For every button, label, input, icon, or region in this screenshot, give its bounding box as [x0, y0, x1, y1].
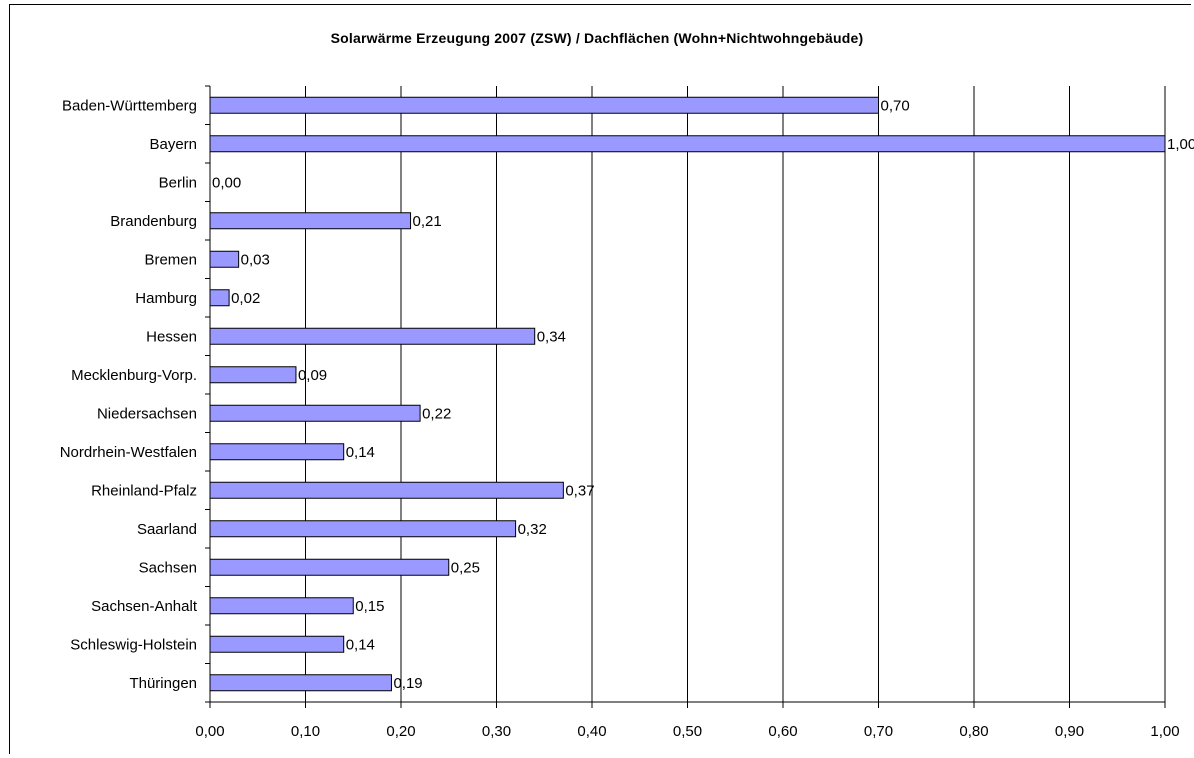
- chart-frame: [9, 4, 1191, 754]
- x-tick-label: 0,80: [959, 723, 988, 740]
- category-label: Brandenburg: [110, 213, 197, 230]
- bar: [209, 597, 354, 615]
- category-label: Bayern: [149, 136, 197, 153]
- bar: [209, 558, 450, 576]
- bar: [209, 520, 517, 538]
- x-tick-label: 0,10: [291, 723, 320, 740]
- bar: [209, 404, 421, 422]
- data-label: 0,15: [355, 598, 384, 615]
- x-tick-label: 1,00: [1150, 723, 1179, 740]
- category-label: Baden-Württemberg: [62, 97, 197, 114]
- bar: [209, 674, 392, 692]
- category-label: Rheinland-Pfalz: [91, 482, 197, 499]
- bar: [209, 250, 240, 268]
- category-label: Nordrhein-Westfalen: [60, 444, 197, 461]
- data-label: 0,22: [422, 405, 451, 422]
- category-label: Bremen: [144, 251, 197, 268]
- bar: [209, 212, 412, 230]
- category-label: Thüringen: [129, 675, 197, 692]
- data-label: 0,70: [881, 97, 910, 114]
- category-label: Mecklenburg-Vorp.: [71, 367, 197, 384]
- bar: [209, 443, 345, 461]
- data-label: 0,25: [451, 559, 480, 576]
- x-tick-label: 0,50: [673, 723, 702, 740]
- chart-title: Solarwärme Erzeugung 2007 (ZSW) / Dachfl…: [330, 30, 864, 46]
- bar: [209, 635, 345, 653]
- category-label: Hamburg: [135, 290, 197, 307]
- x-tick-label: 0,30: [482, 723, 511, 740]
- data-label: 0,03: [241, 251, 270, 268]
- data-label: 0,34: [537, 328, 566, 345]
- bar: [209, 327, 536, 345]
- category-label: Saarland: [137, 521, 197, 538]
- x-tick-label: 0,90: [1055, 723, 1084, 740]
- category-label: Sachsen-Anhalt: [91, 598, 198, 615]
- data-label: 0,02: [231, 290, 260, 307]
- x-tick-label: 0,60: [768, 723, 797, 740]
- data-label: 0,19: [393, 675, 422, 692]
- category-label: Niedersachsen: [97, 405, 197, 422]
- data-label: 0,32: [518, 521, 547, 538]
- category-label: Sachsen: [139, 559, 197, 576]
- data-label: 0,09: [298, 367, 327, 384]
- bar: [209, 135, 1166, 153]
- bar: [209, 366, 297, 384]
- x-tick-label: 0,40: [577, 723, 606, 740]
- category-label: Hessen: [146, 328, 197, 345]
- bar: [209, 481, 564, 499]
- bar: [209, 96, 879, 114]
- category-label: Berlin: [159, 174, 197, 191]
- bar: [209, 289, 230, 307]
- x-tick-label: 0,70: [864, 723, 893, 740]
- category-label: Schleswig-Holstein: [70, 636, 197, 653]
- data-label: 0,14: [346, 444, 375, 461]
- data-label: 0,37: [565, 482, 594, 499]
- data-label: 0,21: [413, 213, 442, 230]
- x-tick-label: 0,20: [386, 723, 415, 740]
- data-label: 0,14: [346, 636, 375, 653]
- data-label: 0,00: [212, 174, 241, 191]
- x-tick-label: 0,00: [195, 723, 224, 740]
- data-label: 1,00: [1167, 136, 1194, 153]
